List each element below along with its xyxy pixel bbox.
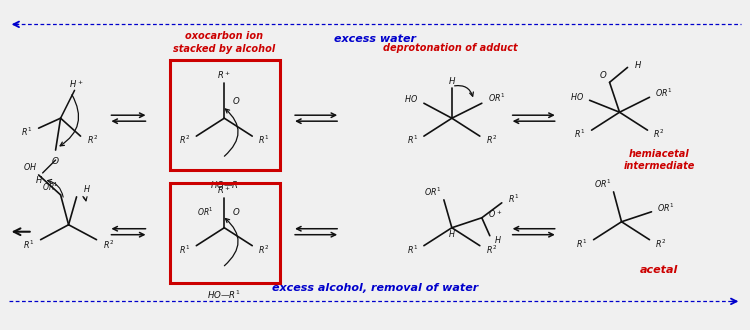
Text: $OH$: $OH$ bbox=[22, 161, 37, 173]
Text: $R^2$: $R^2$ bbox=[179, 134, 190, 146]
Text: $O$: $O$ bbox=[232, 95, 241, 106]
Text: $H$: $H$ bbox=[634, 59, 641, 70]
Text: excess water: excess water bbox=[334, 34, 416, 44]
Text: $OR^1$: $OR^1$ bbox=[658, 202, 675, 214]
Text: $R^2$: $R^2$ bbox=[258, 244, 269, 256]
Text: deprotonation of adduct: deprotonation of adduct bbox=[382, 44, 518, 53]
Text: $R^2$: $R^2$ bbox=[656, 238, 667, 250]
Text: $HO—R$: $HO—R$ bbox=[210, 180, 238, 190]
Text: $O$: $O$ bbox=[599, 69, 608, 80]
Text: $H$: $H$ bbox=[448, 228, 456, 239]
Text: $OR^1$: $OR^1$ bbox=[594, 178, 611, 190]
Text: $OR^1$: $OR^1$ bbox=[197, 206, 214, 218]
Text: $R^2$: $R^2$ bbox=[103, 239, 114, 251]
Text: $H$: $H$ bbox=[448, 75, 456, 86]
Text: $R^1$: $R^1$ bbox=[574, 128, 586, 140]
Text: $OR^1$: $OR^1$ bbox=[656, 86, 673, 99]
Text: $R^1$: $R^1$ bbox=[406, 134, 418, 146]
Text: $H$: $H$ bbox=[82, 183, 90, 194]
Text: hemiacetal
intermediate: hemiacetal intermediate bbox=[624, 149, 695, 171]
Text: $R^+$: $R^+$ bbox=[217, 184, 231, 196]
Text: $R^1$: $R^1$ bbox=[576, 238, 587, 250]
Text: $R^1$: $R^1$ bbox=[21, 126, 33, 138]
Text: $R^1$: $R^1$ bbox=[258, 134, 269, 146]
Text: $H^+$: $H^+$ bbox=[69, 79, 84, 90]
Text: $R^1$: $R^1$ bbox=[406, 244, 418, 256]
Text: $HO$: $HO$ bbox=[404, 93, 418, 104]
Text: $OR^1$: $OR^1$ bbox=[488, 92, 506, 105]
Text: $O$: $O$ bbox=[51, 154, 60, 166]
Text: $R^1$: $R^1$ bbox=[23, 239, 34, 251]
Text: $R^+$: $R^+$ bbox=[217, 70, 231, 81]
Text: $O^+$: $O^+$ bbox=[488, 208, 502, 220]
Text: $R^2$: $R^2$ bbox=[486, 244, 497, 256]
Text: $R^2$: $R^2$ bbox=[653, 128, 664, 140]
Text: $R^2$: $R^2$ bbox=[86, 134, 98, 146]
Text: $O$: $O$ bbox=[232, 206, 241, 217]
Text: $OR^1$: $OR^1$ bbox=[424, 186, 442, 198]
Text: $OR^1$: $OR^1$ bbox=[42, 181, 58, 193]
Text: $H$: $H$ bbox=[34, 175, 43, 185]
Text: $R^2$: $R^2$ bbox=[486, 134, 497, 146]
Text: oxocarbon ion
stacked by alcohol: oxocarbon ion stacked by alcohol bbox=[173, 31, 275, 54]
Text: $R^1$: $R^1$ bbox=[179, 244, 190, 256]
Text: $R^1$: $R^1$ bbox=[508, 193, 519, 205]
Bar bbox=[170, 183, 280, 282]
Text: excess alcohol, removal of water: excess alcohol, removal of water bbox=[272, 283, 478, 293]
Text: acetal: acetal bbox=[640, 265, 679, 275]
Text: $HO—R^1$: $HO—R^1$ bbox=[207, 288, 242, 301]
Text: $HO$: $HO$ bbox=[569, 91, 584, 102]
Bar bbox=[170, 60, 280, 170]
Text: $H$: $H$ bbox=[494, 234, 502, 245]
